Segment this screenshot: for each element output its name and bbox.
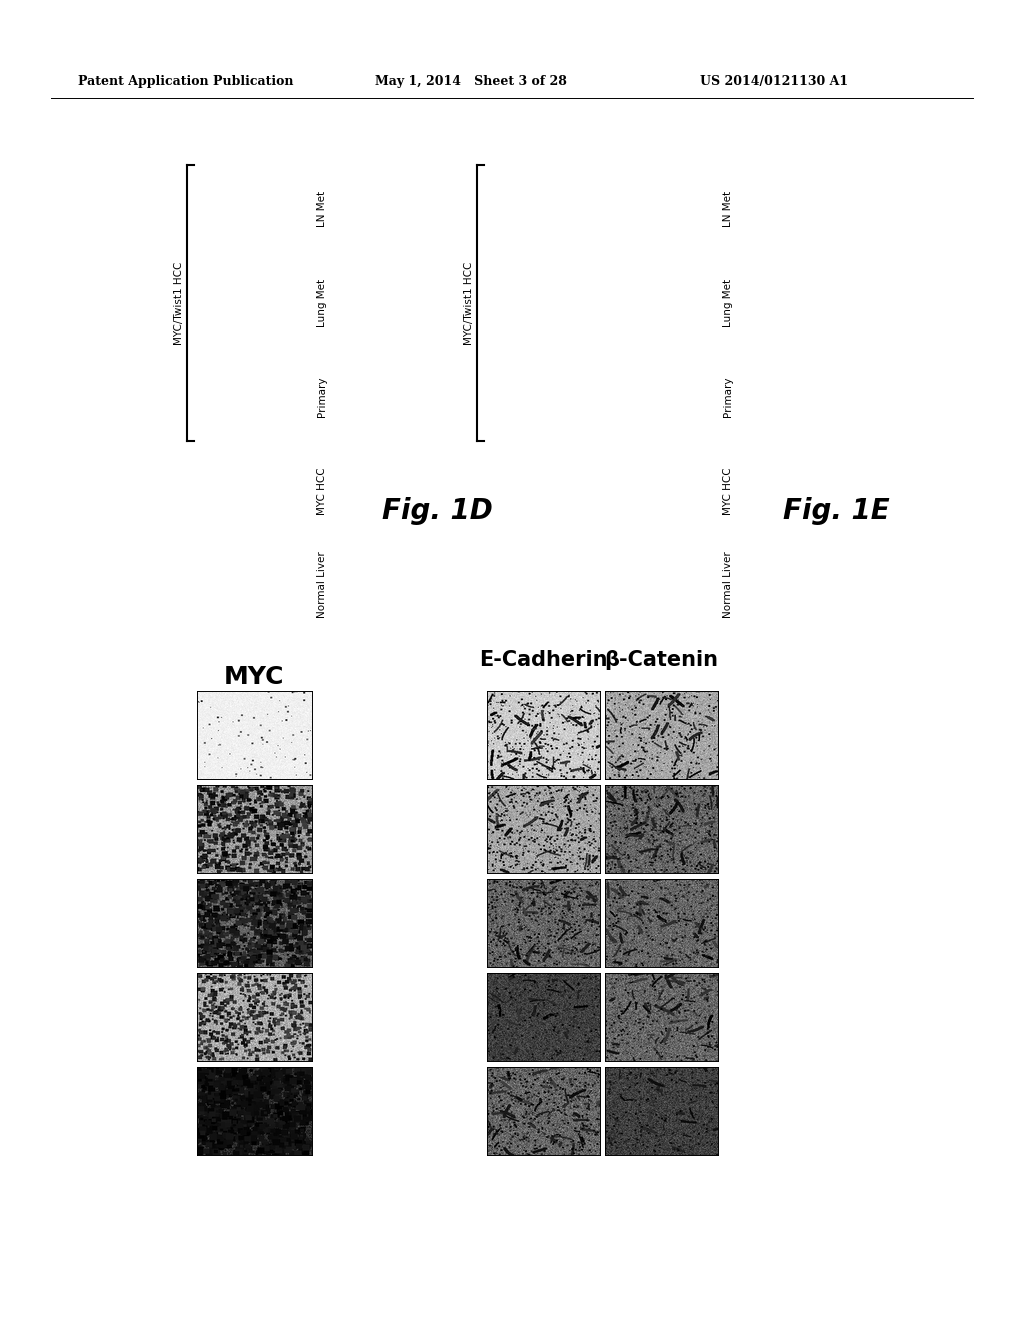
- Text: MYC/Twist1 HCC: MYC/Twist1 HCC: [464, 261, 474, 345]
- Text: US 2014/0121130 A1: US 2014/0121130 A1: [700, 75, 848, 88]
- Text: MYC/Twist1 HCC: MYC/Twist1 HCC: [174, 261, 184, 345]
- Text: May 1, 2014   Sheet 3 of 28: May 1, 2014 Sheet 3 of 28: [375, 75, 567, 88]
- Text: MYC HCC: MYC HCC: [317, 467, 327, 515]
- Text: E-Cadherin: E-Cadherin: [479, 649, 608, 671]
- Text: Primary: Primary: [317, 376, 327, 417]
- Text: Fig. 1E: Fig. 1E: [783, 498, 890, 525]
- Text: Normal Liver: Normal Liver: [723, 552, 733, 618]
- Text: Fig. 1D: Fig. 1D: [382, 498, 493, 525]
- Text: Patent Application Publication: Patent Application Publication: [78, 75, 294, 88]
- Text: MYC HCC: MYC HCC: [723, 467, 733, 515]
- Text: Lung Met: Lung Met: [723, 279, 733, 327]
- Text: Primary: Primary: [723, 376, 733, 417]
- Text: Normal Liver: Normal Liver: [317, 552, 327, 618]
- Text: MYC: MYC: [224, 665, 285, 689]
- Text: Lung Met: Lung Met: [317, 279, 327, 327]
- Text: LN Met: LN Met: [723, 191, 733, 227]
- Text: LN Met: LN Met: [317, 191, 327, 227]
- Text: β-Catenin: β-Catenin: [604, 649, 719, 671]
